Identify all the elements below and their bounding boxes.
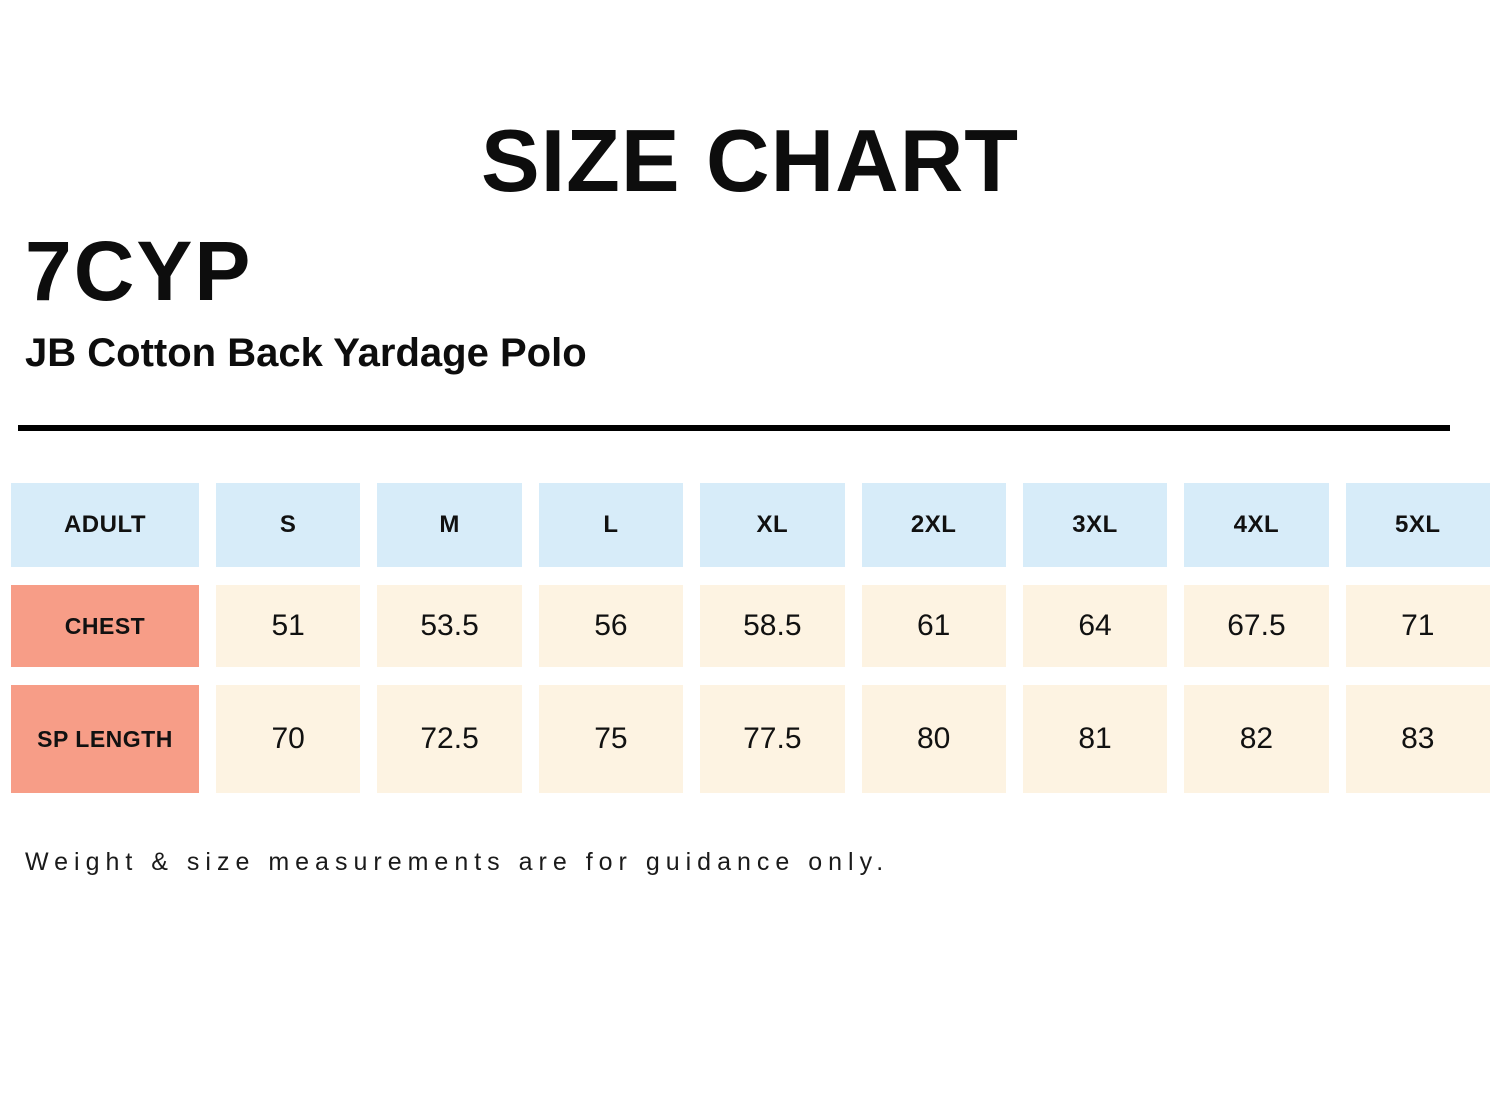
chest-value-3xl: 64 <box>1022 585 1168 667</box>
product-code: 7CYP <box>25 224 253 318</box>
sp-length-value-s: 70 <box>216 685 361 793</box>
header-cell-4xl: 4XL <box>1184 483 1329 567</box>
chest-value-2xl: 61 <box>861 585 1006 667</box>
size-chart-page: SIZE CHART 7CYP JB Cotton Back Yardage P… <box>0 117 1500 1117</box>
header-cell-xl: XL <box>700 483 845 567</box>
header-cell-l: L <box>538 483 684 567</box>
header-cell-m: M <box>377 483 522 567</box>
size-chart-table: ADULT S M L XL 2XL 3XL 4XL 5XL CHEST 51 … <box>11 483 1490 793</box>
header-cell-s: S <box>216 483 361 567</box>
header-cell-2xl: 2XL <box>861 483 1006 567</box>
chest-value-s: 51 <box>216 585 361 667</box>
sp-length-value-5xl: 83 <box>1345 685 1490 793</box>
sp-length-value-2xl: 80 <box>861 685 1006 793</box>
header-cell-3xl: 3XL <box>1022 483 1168 567</box>
sp-length-value-3xl: 81 <box>1022 685 1168 793</box>
chest-value-l: 56 <box>538 585 684 667</box>
header-cell-5xl: 5XL <box>1345 483 1490 567</box>
chest-value-xl: 58.5 <box>700 585 845 667</box>
page-title: SIZE CHART <box>481 111 1019 210</box>
sp-length-value-m: 72.5 <box>377 685 522 793</box>
chest-value-m: 53.5 <box>377 585 522 667</box>
row-label-chest: CHEST <box>11 585 199 667</box>
row-label-sp-length: SP LENGTH <box>11 685 199 793</box>
product-name: JB Cotton Back Yardage Polo <box>25 331 587 375</box>
sp-length-value-xl: 77.5 <box>700 685 845 793</box>
header-cell-adult: ADULT <box>11 483 199 567</box>
sp-length-value-l: 75 <box>538 685 684 793</box>
guidance-note: Weight & size measurements are for guida… <box>25 848 890 876</box>
chest-value-5xl: 71 <box>1345 585 1490 667</box>
sp-length-value-4xl: 82 <box>1184 685 1329 793</box>
chest-value-4xl: 67.5 <box>1184 585 1329 667</box>
divider-line <box>18 425 1450 431</box>
